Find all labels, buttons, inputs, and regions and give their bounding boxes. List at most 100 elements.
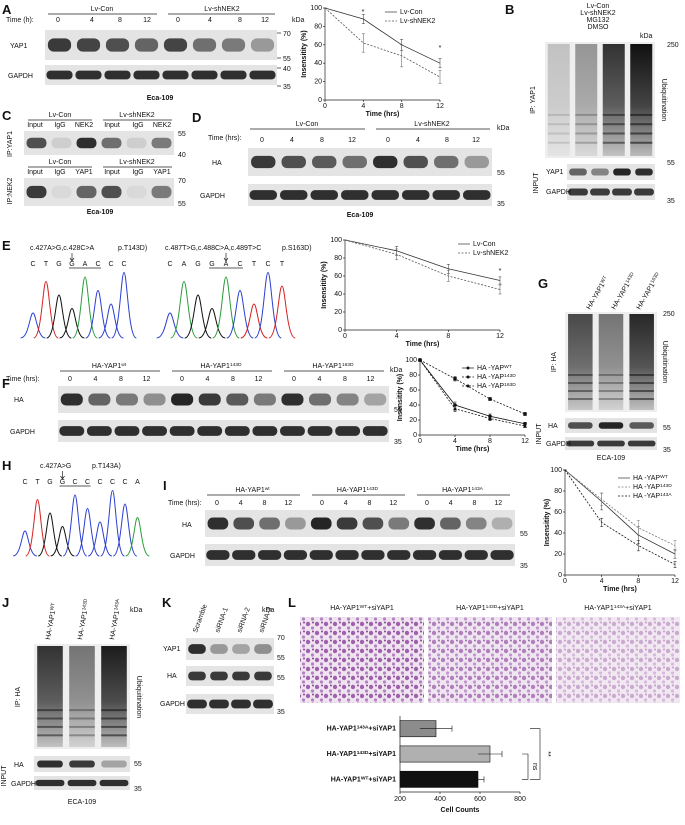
band	[312, 155, 337, 169]
chromatogram-peak	[46, 294, 72, 339]
band	[598, 422, 624, 429]
band	[630, 132, 653, 135]
row-label: HA	[167, 673, 177, 680]
label-superscript: 143D	[366, 486, 378, 492]
lane-label: YAP1	[153, 169, 170, 176]
base-letter: C	[85, 479, 90, 486]
band	[613, 168, 631, 176]
chromatogram-peak	[156, 312, 184, 339]
band	[114, 426, 140, 436]
cell-line: Eca-109	[347, 212, 374, 219]
band	[341, 190, 369, 200]
base-letter: C	[167, 261, 172, 268]
image-title: HA-YAP1WT+siYAP1	[330, 604, 394, 613]
label-part: HA-YAP1	[442, 487, 472, 494]
y-tick-label: 80	[314, 23, 322, 30]
band	[210, 644, 228, 654]
band	[598, 398, 624, 400]
band	[547, 113, 570, 116]
y-axis-label: Insensitity (%)	[544, 499, 551, 546]
size-marker: 35	[663, 447, 671, 454]
kda-label: kDa	[262, 607, 275, 614]
time-point: 8	[119, 376, 123, 383]
band	[105, 38, 130, 52]
blot-background	[186, 666, 274, 686]
band	[463, 190, 491, 200]
base-letter: T	[280, 261, 285, 268]
band	[335, 426, 361, 436]
label-part: HA -YAP	[633, 475, 660, 482]
label-part: HA -YAP	[633, 493, 660, 500]
lane-label: IgG	[54, 122, 65, 129]
panel-label: J	[2, 595, 9, 610]
panel-label: L	[288, 595, 296, 610]
lane-label: siRNA-2	[236, 607, 252, 634]
band	[547, 123, 570, 126]
band	[490, 550, 514, 560]
base-letter: A	[182, 261, 187, 268]
band	[342, 155, 367, 169]
band	[101, 185, 122, 199]
band	[336, 517, 358, 530]
lane-label: HA-YAP1143D	[76, 598, 92, 640]
x-tick-label: 600	[474, 796, 486, 803]
label-superscript: wt	[265, 486, 271, 492]
label-superscript: 143A	[472, 486, 484, 492]
row-label: GAPDH	[546, 441, 571, 448]
band	[76, 137, 97, 149]
time-point: 12	[348, 137, 356, 144]
error-bar	[472, 776, 485, 783]
chromatogram-peak	[212, 276, 240, 339]
band	[206, 550, 230, 560]
group-label: Lv-Con	[49, 112, 72, 119]
label-superscript: WT	[360, 604, 368, 610]
time-point: 4	[208, 17, 212, 24]
error-bar	[673, 561, 677, 568]
base-letter: C	[237, 261, 242, 268]
x-axis-label: Cell Counts	[441, 807, 480, 814]
time-point: 0	[425, 500, 429, 507]
y-tick-label: 40	[409, 402, 417, 409]
band	[629, 422, 654, 429]
band	[143, 393, 166, 406]
cell-line: ECA-109	[597, 455, 626, 462]
y-axis-label: Insensitity (%)	[321, 261, 328, 308]
y-tick-label: 100	[405, 357, 417, 364]
band	[602, 113, 625, 116]
input-label: INPUT	[533, 172, 540, 194]
size-marker: 35	[497, 201, 505, 208]
y-tick-label: 20	[409, 417, 417, 424]
lane-label: HA-YAP1WT	[584, 275, 610, 311]
legend-marker	[466, 375, 470, 379]
label-part: HA-YAP1	[77, 610, 89, 640]
label-superscript: WT	[599, 275, 608, 285]
size-marker: 55	[283, 56, 291, 63]
band	[309, 550, 333, 560]
band	[387, 550, 411, 560]
band	[575, 132, 598, 135]
band	[364, 393, 387, 406]
error-bar	[446, 270, 450, 282]
ubiquitin-smear	[547, 44, 570, 156]
x-tick-label: 4	[395, 333, 399, 340]
blot-background	[205, 510, 515, 537]
size-marker: 35	[277, 709, 285, 716]
base-letter: G	[60, 479, 65, 486]
band	[133, 70, 160, 80]
chromatogram-peak	[72, 276, 98, 339]
band	[568, 390, 593, 392]
time-point: 0	[180, 376, 184, 383]
time-point: 4	[206, 376, 210, 383]
y-tick-label: 60	[334, 273, 342, 280]
time-point: 0	[386, 137, 390, 144]
x-tick-label: 12	[671, 578, 679, 585]
category-label: HA-YAP1143A+siYAP1	[327, 724, 396, 733]
band	[35, 779, 65, 787]
band	[101, 717, 127, 720]
band	[602, 132, 625, 135]
size-marker: 70	[277, 635, 285, 642]
y-tick-label: 80	[334, 255, 342, 262]
band	[630, 123, 653, 126]
x-tick-label: 0	[418, 438, 422, 445]
chromatogram-peak	[98, 303, 124, 339]
